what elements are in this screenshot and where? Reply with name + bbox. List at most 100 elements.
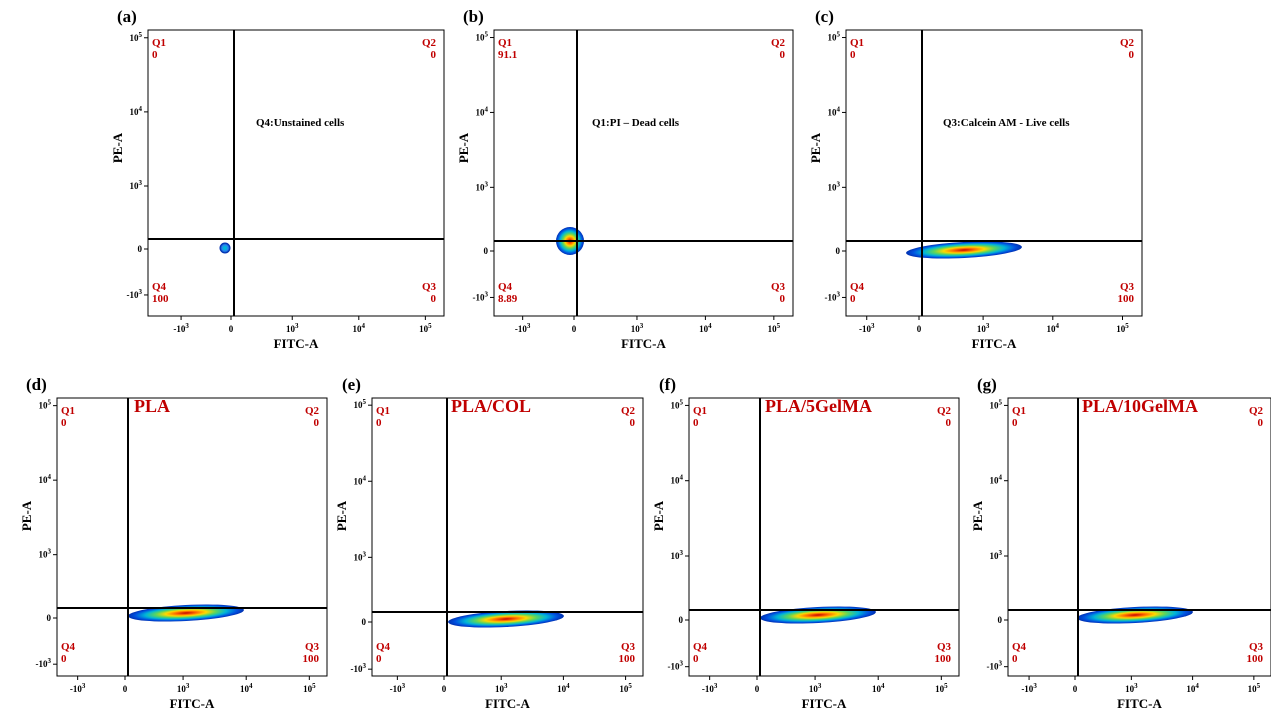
quadrant-q1-value: 0 [61, 417, 67, 429]
panel-g: (g) -103 0 103 104 105 -103 0 103 104 105 FITC-A PE-… [970, 375, 1271, 711]
x-tick-label: -103 [859, 322, 875, 334]
quadrant-q2-value: 0 [314, 417, 320, 429]
x-tick-label: 0 [442, 684, 447, 694]
panel-label: (b) [463, 7, 484, 26]
y-tick-label: -103 [987, 660, 1003, 672]
quadrant-q1-value: 0 [1012, 417, 1018, 429]
quadrant-q4-value: 8.89 [498, 293, 518, 305]
quadrant-q3-name: Q3 [621, 641, 636, 653]
quadrant-q4-value: 0 [693, 653, 699, 665]
x-tick-label: 104 [240, 682, 253, 694]
y-tick-label: -103 [351, 662, 367, 674]
population-streak [1077, 606, 1193, 624]
quadrant-q2-name: Q2 [937, 405, 952, 417]
quadrant-q4-name: Q4 [693, 641, 708, 653]
panel-label: (c) [815, 7, 834, 26]
x-tick-label: 103 [286, 322, 299, 334]
x-tick-label: 0 [1073, 684, 1078, 694]
x-tick-label: 105 [1248, 682, 1261, 694]
x-tick-label: 105 [303, 682, 316, 694]
y-tick-label: -103 [473, 290, 489, 302]
y-axis-title: PE-A [456, 132, 471, 163]
y-tick-label: 0 [47, 613, 52, 623]
y-axis-title: PE-A [651, 500, 666, 531]
y-tick-label: 104 [39, 473, 52, 485]
quadrant-q2-name: Q2 [422, 37, 437, 49]
x-tick-label: 103 [495, 682, 508, 694]
x-axis-title: FITC-A [621, 336, 666, 351]
x-axis-title: FITC-A [274, 336, 319, 351]
quadrant-q1-name: Q1 [693, 405, 707, 417]
quadrant-q3-name: Q3 [1249, 641, 1264, 653]
y-tick-label: 0 [836, 246, 841, 256]
cell-population [1077, 606, 1193, 624]
panel-annotation: Q1:PI – Dead cells [592, 117, 680, 129]
x-tick-label: 0 [229, 324, 234, 334]
x-tick-label: -103 [515, 322, 531, 334]
x-axis-title: FITC-A [485, 696, 530, 711]
y-tick-label: 103 [39, 548, 52, 560]
quadrant-q3-name: Q3 [937, 641, 952, 653]
panel-annotation: PLA [134, 396, 170, 416]
x-tick-label: 104 [353, 322, 366, 334]
quadrant-q4-name: Q4 [61, 641, 76, 653]
quadrant-q3-name: Q3 [422, 281, 437, 293]
quadrant-q2-value: 0 [1129, 49, 1135, 61]
cell-population [448, 610, 564, 628]
y-tick-label: 105 [828, 31, 841, 43]
quadrant-q4-value: 0 [61, 653, 67, 665]
panel-e: (e) -103 0 103 104 105 -103 0 103 104 105 FITC-A PE-… [334, 375, 644, 711]
panel-a: (a) -103 0 103 104 105 -103 0 103 104 105 FITC-A PE-… [110, 7, 445, 351]
y-tick-label: 0 [362, 617, 367, 627]
x-tick-label: -103 [390, 682, 406, 694]
x-tick-label: 0 [572, 324, 577, 334]
quadrant-q4-value: 0 [1012, 653, 1018, 665]
quadrant-q1-value: 0 [693, 417, 699, 429]
y-tick-label: 104 [130, 105, 143, 117]
panel-label: (a) [117, 7, 137, 26]
quadrant-q2-name: Q2 [305, 405, 320, 417]
y-tick-label: 105 [671, 398, 684, 410]
y-axis-title: PE-A [19, 500, 34, 531]
y-tick-label: 103 [354, 550, 367, 562]
x-axis-title: FITC-A [802, 696, 847, 711]
quadrant-q3-value: 100 [303, 653, 320, 665]
quadrant-q4-name: Q4 [498, 281, 513, 293]
x-tick-label: -103 [173, 322, 189, 334]
y-axis-title: PE-A [808, 132, 823, 163]
quadrant-q3-value: 0 [431, 293, 437, 305]
y-axis-title: PE-A [970, 500, 985, 531]
x-tick-label: 104 [557, 682, 570, 694]
quadrant-q3-name: Q3 [305, 641, 320, 653]
quadrant-q1-name: Q1 [1012, 405, 1026, 417]
quadrant-q1-value: 0 [376, 417, 382, 429]
population-streak [760, 606, 876, 624]
quadrant-q2-value: 0 [630, 417, 636, 429]
x-tick-label: 104 [1186, 682, 1199, 694]
quadrant-q2-value: 0 [431, 49, 437, 61]
plot-frame [493, 29, 794, 317]
y-tick-label: 104 [671, 474, 684, 486]
x-tick-label: 0 [917, 324, 922, 334]
x-axis-title: FITC-A [972, 336, 1017, 351]
panel-b: (b) -103 0 103 104 105 -103 0 103 104 105 FITC-A PE-… [456, 7, 794, 351]
plot-frame [371, 397, 644, 677]
y-tick-label: 103 [130, 179, 143, 191]
quadrant-q1-name: Q1 [498, 37, 512, 49]
x-tick-label: 103 [809, 682, 822, 694]
x-tick-label: 104 [699, 322, 712, 334]
quadrant-q3-value: 100 [1118, 293, 1135, 305]
x-tick-label: 104 [872, 682, 885, 694]
y-tick-label: 105 [354, 398, 367, 410]
y-tick-label: 0 [998, 615, 1003, 625]
y-tick-label: 0 [679, 615, 684, 625]
y-tick-label: 103 [990, 549, 1003, 561]
quadrant-q1-name: Q1 [61, 405, 75, 417]
y-tick-label: -103 [825, 290, 841, 302]
quadrant-q1-value: 91.1 [498, 49, 517, 61]
x-tick-label: 103 [177, 682, 190, 694]
quadrant-q4-value: 0 [850, 293, 856, 305]
quadrant-q2-name: Q2 [1120, 37, 1135, 49]
y-tick-label: -103 [127, 288, 143, 300]
quadrant-q2-value: 0 [946, 417, 952, 429]
